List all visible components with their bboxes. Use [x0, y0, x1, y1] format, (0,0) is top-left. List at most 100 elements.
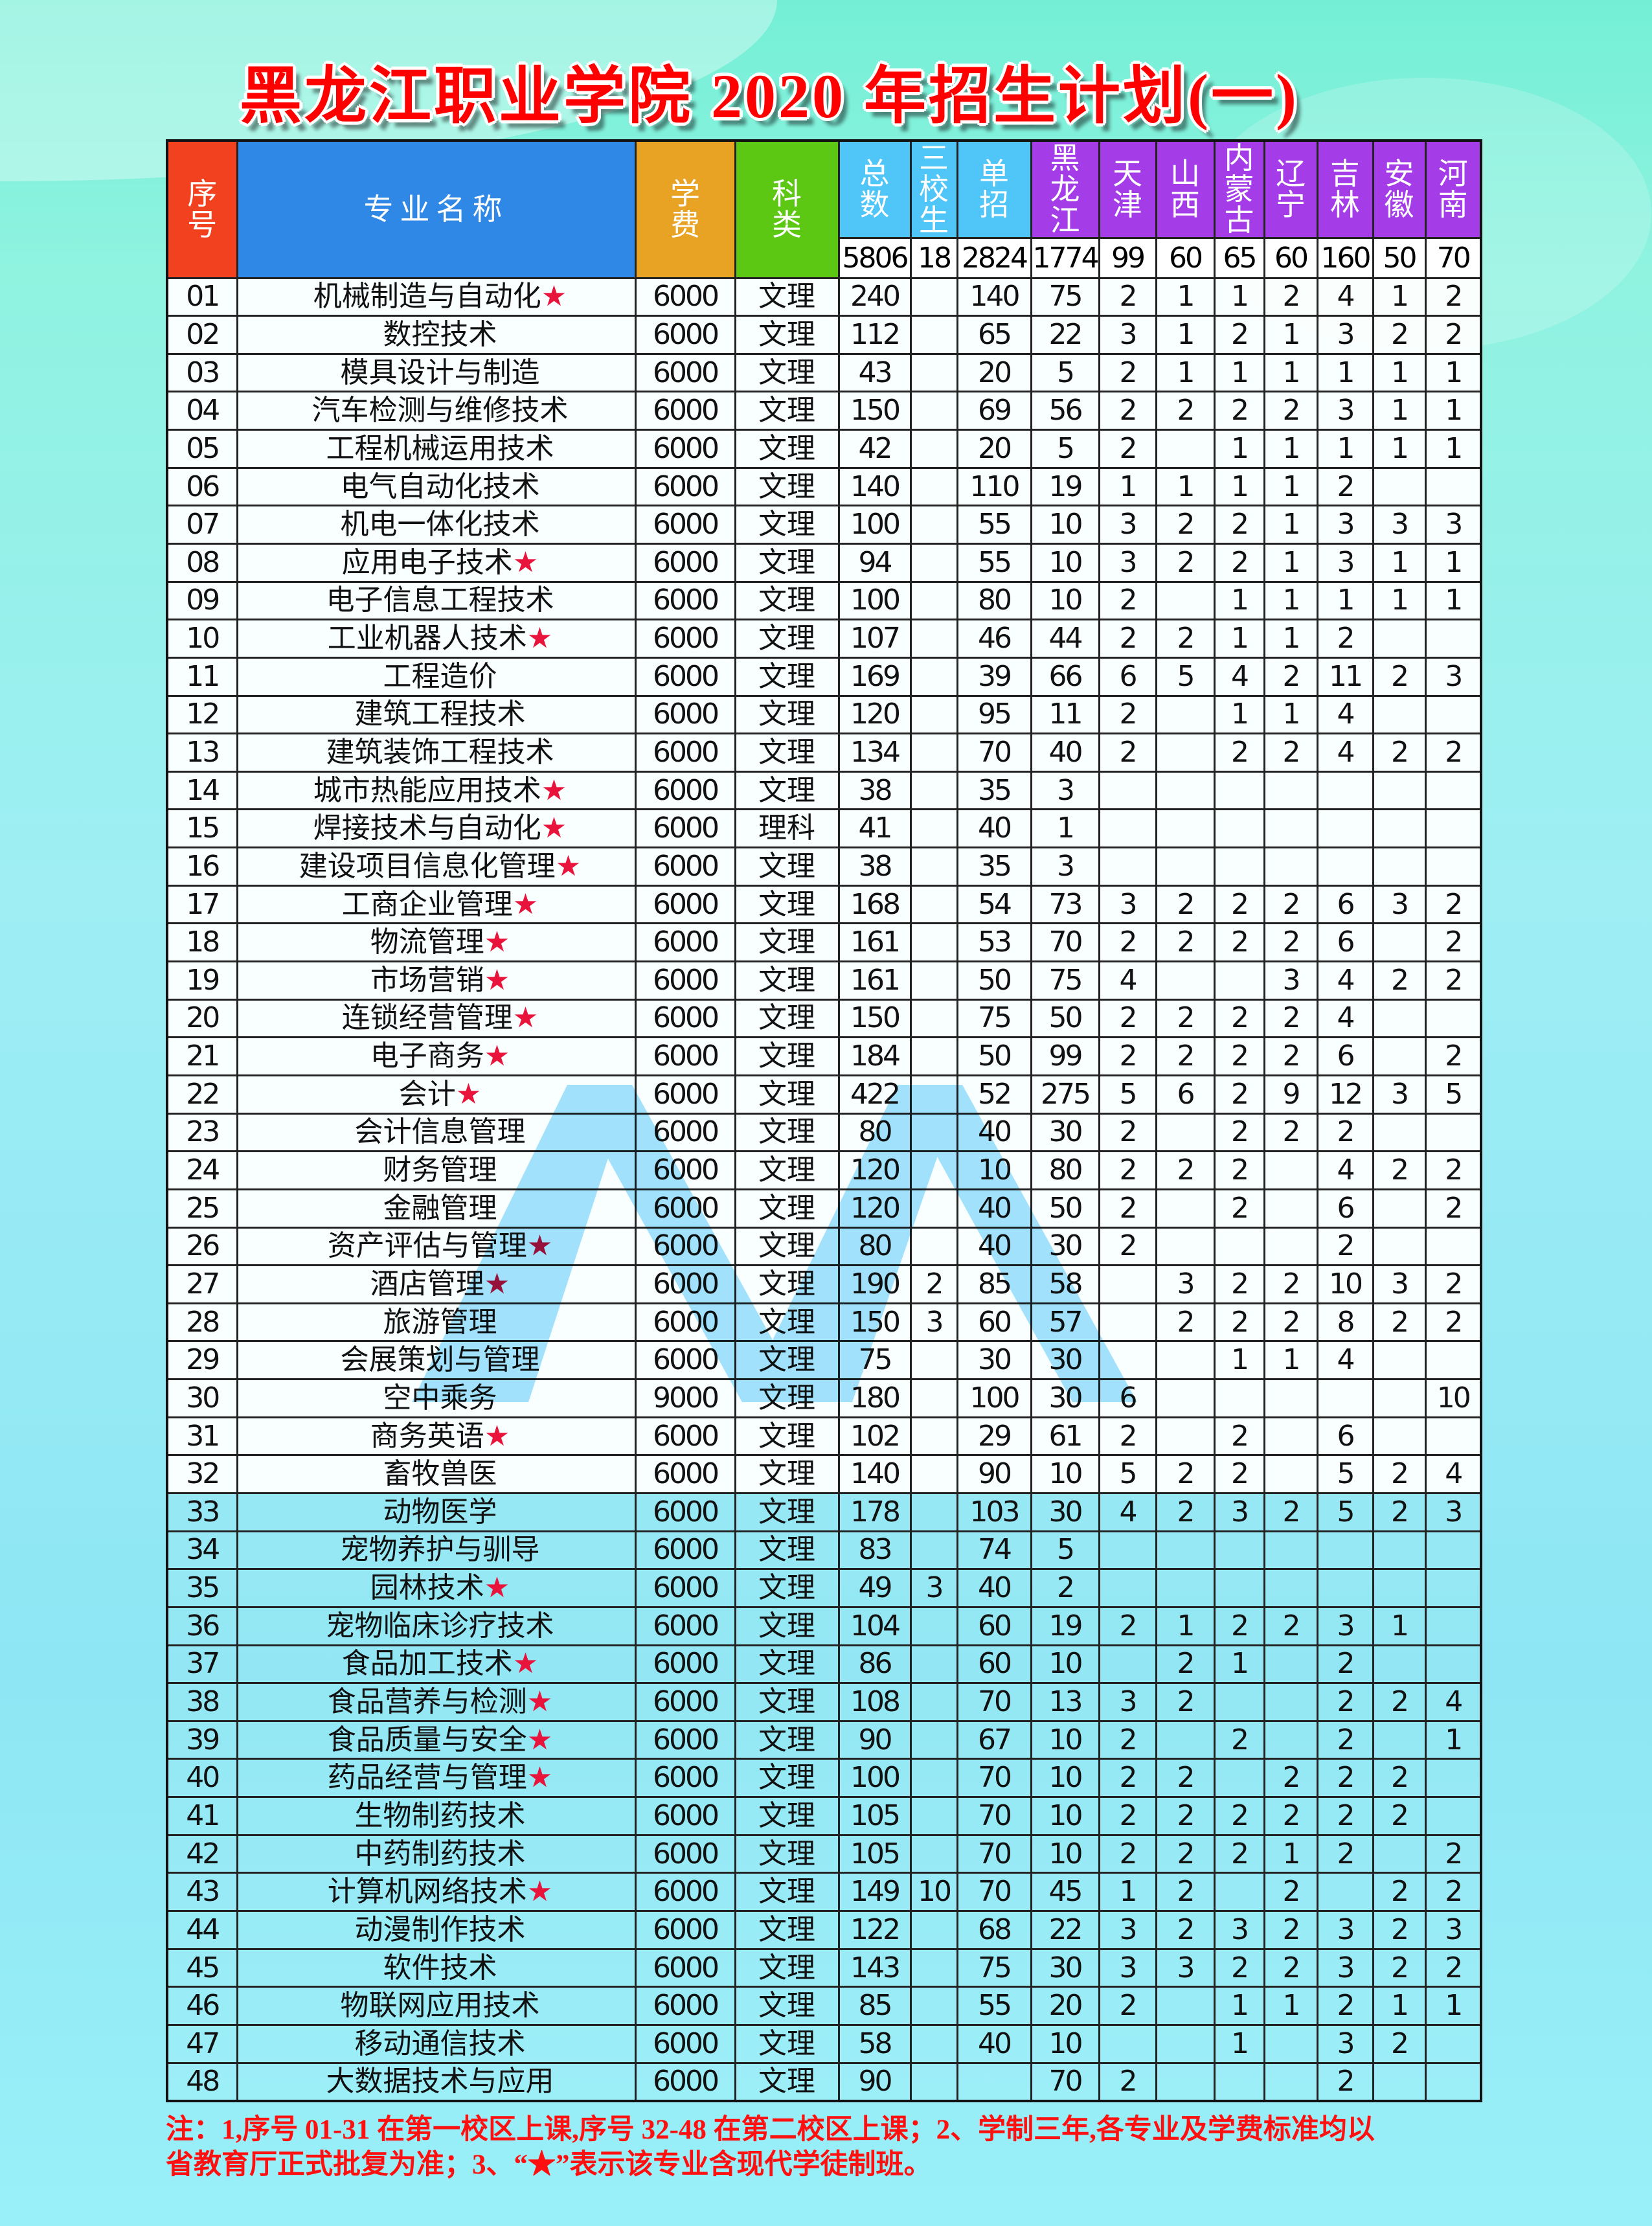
cell-liaoning: 1: [1263, 619, 1318, 659]
cell-tianjin: 4: [1098, 960, 1157, 1001]
cell-type: 文理: [734, 391, 840, 431]
heilongjiang-value: 99: [1048, 1039, 1083, 1073]
jilin-value: 4: [1337, 1153, 1355, 1187]
cell-seq: 06: [166, 466, 238, 507]
cell-jilin: 2: [1316, 1986, 1374, 2026]
jilin-value: 3: [1337, 2027, 1355, 2060]
cell-shanxi: 1: [1155, 466, 1216, 507]
liaoning-value: 2: [1282, 659, 1301, 693]
total-tianjin: 99: [1098, 236, 1157, 279]
total-value: 107: [850, 622, 901, 655]
cell-liaoning: 2: [1263, 1606, 1318, 1646]
cell-type: 文理: [734, 922, 840, 963]
anhui-value: 2: [1391, 736, 1409, 769]
cell-type: 文理: [734, 1112, 840, 1153]
cell-sanxiao: [909, 1378, 958, 1418]
cell-shanxi: 2: [1155, 1872, 1216, 1913]
cell-danzhao: 10: [956, 1150, 1032, 1190]
heilongjiang-value: 3: [1057, 849, 1075, 883]
enrollment-plan-table: 序 号 专业名称 学 费 科 类 总 数三 校 生单 招黑 龙 江天 津山 西内…: [166, 139, 1482, 2102]
cell-danzhao: 69: [956, 391, 1032, 431]
cell-sanxiao: [909, 2023, 958, 2064]
neimenggu-value: 2: [1231, 1799, 1249, 1832]
neimenggu-value: 2: [1231, 1191, 1249, 1225]
cell-seq: 18: [166, 922, 238, 963]
header-major-name: 专业名称: [236, 139, 637, 279]
cell-fee: 9000: [634, 1378, 736, 1418]
cell-jilin: [1316, 1378, 1374, 1418]
type-value: 文理: [758, 280, 815, 313]
danzhao-value: 10: [978, 1153, 1012, 1187]
cell-tianjin: 2: [1098, 1606, 1157, 1646]
tianjin-value: 1: [1119, 1875, 1138, 1909]
fee-value: 6000: [653, 2027, 719, 2060]
fee-value: 6000: [653, 849, 719, 883]
seq-number: 16: [186, 849, 220, 883]
cell-tianjin: 3: [1098, 1910, 1157, 1950]
henan-value: 2: [1445, 1305, 1463, 1339]
cell-jilin: 12: [1316, 1074, 1374, 1115]
cell-tianjin: 2: [1098, 998, 1157, 1039]
cell-jilin: 6: [1316, 1416, 1374, 1457]
cell-seq: 48: [166, 2061, 238, 2102]
danzhao-value: 55: [978, 508, 1012, 541]
tianjin-value: 4: [1119, 963, 1138, 997]
liaoning-value: 2: [1282, 394, 1301, 427]
cell-jilin: 3: [1316, 542, 1374, 583]
danzhao-value: 103: [969, 1495, 1021, 1528]
cell-sanxiao: [909, 505, 958, 545]
cell-heilongjiang: 40: [1030, 733, 1100, 773]
cell-anhui: [1372, 694, 1427, 735]
cell-major-name: 汽车检测与维修技术: [236, 391, 637, 431]
heilongjiang-value: 13: [1048, 1685, 1083, 1719]
cell-jilin: 2: [1316, 1226, 1374, 1267]
total-heilongjiang: 1774: [1030, 236, 1100, 279]
total-henan: 70: [1424, 236, 1482, 279]
cell-heilongjiang: 10: [1030, 1720, 1100, 1760]
neimenggu-value: 2: [1231, 1951, 1249, 1984]
cell-liaoning: 3: [1263, 960, 1318, 1001]
cell-liaoning: 1: [1263, 315, 1318, 355]
cell-sanxiao: [909, 1720, 958, 1760]
tianjin-value: 3: [1119, 887, 1138, 921]
cell-heilongjiang: 3: [1030, 770, 1100, 811]
cell-jilin: 2: [1316, 1796, 1374, 1836]
cell-tianjin: 2: [1098, 1188, 1157, 1229]
cell-sanxiao: [909, 960, 958, 1001]
danzhao-value: 75: [978, 1951, 1012, 1984]
liaoning-value: 2: [1282, 1267, 1301, 1300]
fee-value: 6000: [653, 926, 719, 959]
major-name: 建筑装饰工程技术: [326, 736, 554, 769]
star-icon: ★: [526, 1229, 553, 1263]
cell-major-name: 电气自动化技术: [236, 466, 637, 507]
total-value: 58: [858, 2027, 893, 2060]
header-seq: 序 号: [166, 139, 238, 279]
cell-type: 文理: [734, 1758, 840, 1799]
major-name: 会计: [398, 1077, 456, 1111]
cell-jilin: 2: [1316, 1644, 1374, 1685]
cell-major-name: 工业机器人技术★: [236, 619, 637, 659]
major-name: 宠物临床诊疗技术: [326, 1609, 554, 1642]
cell-jilin: 3: [1316, 391, 1374, 431]
cell-fee: 6000: [634, 694, 736, 735]
shanxi-value: 3: [1177, 1267, 1195, 1300]
jilin-value: 2: [1337, 1647, 1355, 1681]
tianjin-value: 3: [1119, 1951, 1138, 1984]
cell-shanxi: [1155, 1530, 1216, 1571]
heilongjiang-value: 75: [1048, 280, 1083, 313]
tianjin-value: 3: [1119, 1913, 1138, 1946]
danzhao-value: 110: [969, 470, 1021, 503]
total-value: 160: [1320, 241, 1372, 275]
cell-danzhao: 46: [956, 619, 1032, 659]
major-name: 资产评估与管理: [327, 1229, 527, 1263]
heilongjiang-value: 70: [1048, 926, 1083, 959]
major-name: 工程机械运用技术: [326, 431, 554, 465]
cell-total: 178: [837, 1492, 912, 1532]
cell-total: 100: [837, 1758, 912, 1799]
fee-value: 6000: [653, 963, 719, 997]
cell-major-name: 计算机网络技术★: [236, 1872, 637, 1913]
cell-jilin: [1316, 846, 1374, 887]
heilongjiang-value: 57: [1048, 1305, 1083, 1339]
cell-anhui: 2: [1372, 1150, 1427, 1190]
danzhao-value: 50: [978, 1039, 1012, 1073]
